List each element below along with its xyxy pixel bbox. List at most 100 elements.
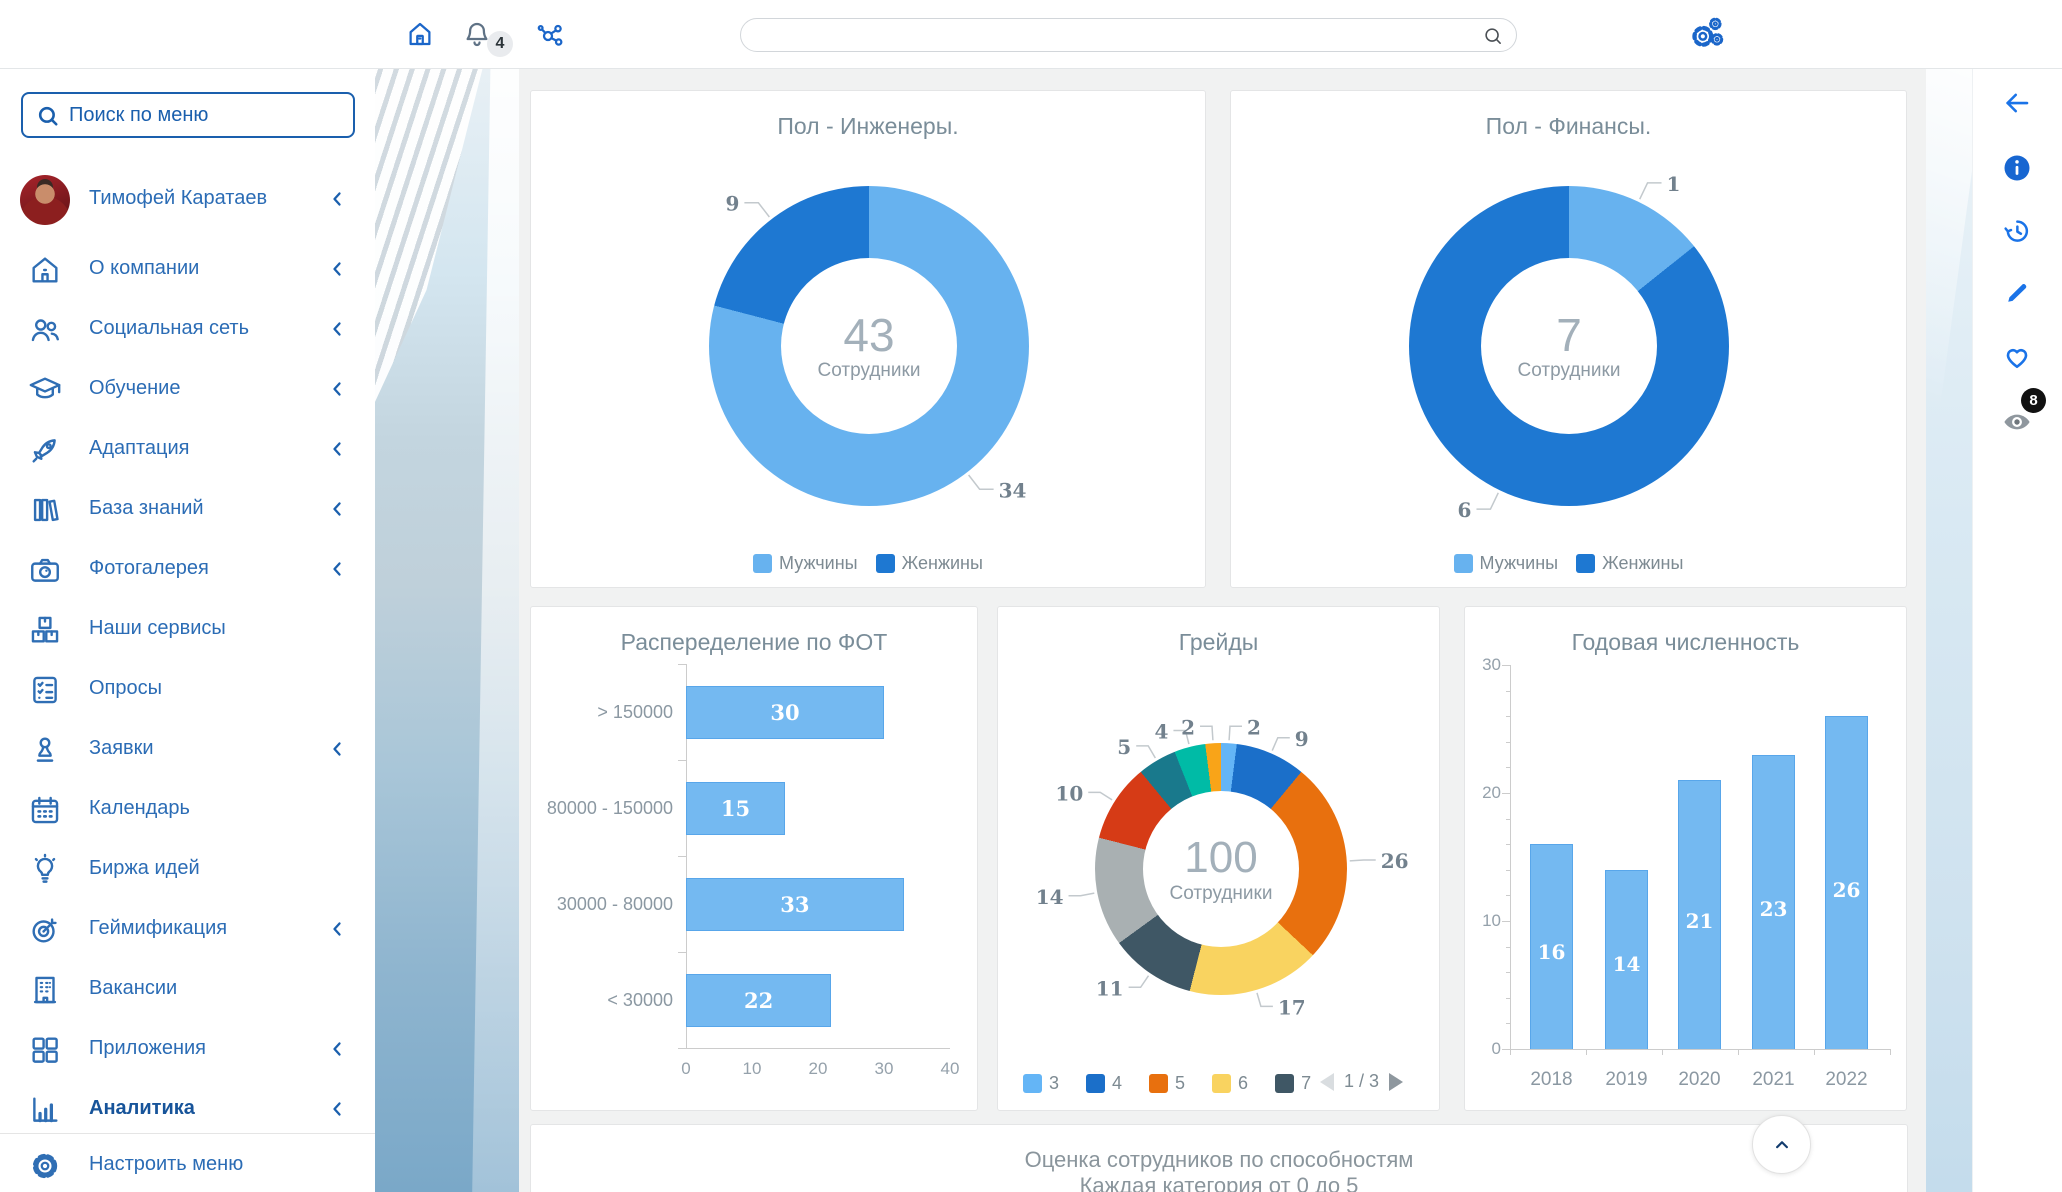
legend-item[interactable]: 7: [1275, 1073, 1311, 1094]
legend-item[interactable]: Женжины: [875, 553, 983, 574]
sidebar-item-books[interactable]: База знаний: [0, 480, 375, 540]
donut-center-value: 7: [1556, 309, 1582, 361]
sidebar-item-social[interactable]: Социальная сеть: [0, 300, 375, 360]
sidebar-item-label: Социальная сеть: [89, 317, 249, 339]
building-icon: [28, 973, 62, 1007]
search-icon: [35, 103, 61, 134]
sidebar-item-label: Аналитика: [89, 1097, 195, 1119]
edit-pencil-icon[interactable]: [1997, 273, 2037, 313]
sidebar-item-analytics[interactable]: Аналитика: [0, 1080, 375, 1140]
back-arrow-icon[interactable]: [1997, 83, 2037, 123]
donut-chart[interactable]: [709, 186, 1029, 506]
sidebar-item-calendar[interactable]: Календарь: [0, 780, 375, 840]
sidebar-item-rocket[interactable]: Адаптация: [0, 420, 375, 480]
legend-label: Женжины: [1602, 553, 1684, 573]
org-structure-icon[interactable]: [534, 20, 566, 52]
chart-card-abilities: Оценка сотрудников по способностям Кажда…: [530, 1124, 1908, 1192]
legend-prev-icon[interactable]: [1319, 1072, 1334, 1091]
sidebar-item-label: База знаний: [89, 497, 204, 519]
sidebar-item-camera[interactable]: Фотогалерея: [0, 540, 375, 600]
info-icon[interactable]: [1997, 148, 2037, 188]
sidebar-item-label: Опросы: [89, 677, 163, 699]
sidebar-item-boxes[interactable]: Наши сервисы: [0, 600, 375, 660]
x-axis-tick-label: 0: [681, 1059, 691, 1078]
sidebar-item-requests[interactable]: Заявки: [0, 720, 375, 780]
sidebar-item-label: О компании: [89, 257, 200, 279]
history-icon[interactable]: [1997, 211, 2037, 251]
bar-2021[interactable]: 23: [1752, 754, 1795, 1049]
bar-< 30000[interactable]: 22: [686, 974, 832, 1027]
legend-item[interactable]: Мужчины: [753, 553, 858, 574]
donut-chart[interactable]: [1409, 186, 1729, 506]
legend-item[interactable]: Мужчины: [1453, 553, 1558, 574]
bar-2022[interactable]: 26: [1825, 716, 1868, 1049]
menu-search: [21, 92, 355, 138]
legend-item[interactable]: 6: [1212, 1073, 1248, 1094]
bar-value-label: 30: [770, 700, 800, 725]
donut-segment-label: 5: [1117, 735, 1131, 759]
chevron-left-icon: [325, 497, 349, 521]
sidebar-divider: [0, 1133, 375, 1134]
donut-segment-label: 2: [1247, 715, 1261, 739]
sidebar-item-configure-menu[interactable]: Настроить меню: [0, 1140, 375, 1192]
bar-value-label: 26: [1832, 878, 1861, 903]
global-search-input[interactable]: [759, 19, 1459, 51]
legend-item[interactable]: 3: [1023, 1073, 1059, 1094]
boxes-icon: [28, 613, 62, 647]
notifications-bell-icon[interactable]: [462, 19, 492, 49]
chart-legend: Мужчины Женжины: [531, 553, 1205, 574]
calendar-icon: [28, 793, 62, 827]
bar-2019[interactable]: 14: [1605, 869, 1648, 1049]
sidebar-user-row[interactable]: Тимофей Каратаев: [0, 170, 375, 230]
sidebar-item-building[interactable]: Вакансии: [0, 960, 375, 1020]
donut-segment-label: 6: [1458, 498, 1472, 522]
vbar-plot: 16 2018 14 2019 21 2020 23 2021 26 2022 0 10 20 30: [1465, 607, 1908, 1112]
bar-value-label: 23: [1759, 896, 1788, 921]
bar-2018[interactable]: 16: [1530, 844, 1573, 1049]
category-label: < 30000: [607, 989, 673, 1010]
donut-center-label: Сотрудники: [817, 360, 921, 381]
sidebar-item-idea[interactable]: Биржа идей: [0, 840, 375, 900]
donut-hole: [1481, 258, 1657, 434]
sidebar-item-education[interactable]: Обучение: [0, 360, 375, 420]
menu-search-input[interactable]: [69, 94, 349, 136]
sidebar-item-target[interactable]: Геймификация: [0, 900, 375, 960]
legend-label: 6: [1238, 1073, 1249, 1093]
legend-label: 3: [1049, 1073, 1060, 1093]
sidebar: Тимофей Каратаев О компании Социальная се…: [0, 69, 375, 1192]
bar-80000 - 150000[interactable]: 15: [686, 782, 785, 835]
bar-30000 - 80000[interactable]: 33: [686, 878, 904, 931]
search-icon[interactable]: [1482, 25, 1504, 52]
bar-value-label: 21: [1685, 908, 1714, 933]
sidebar-item-survey[interactable]: Опросы: [0, 660, 375, 720]
idea-icon: [28, 853, 62, 887]
chart-title: Годовая численность: [1571, 629, 1800, 655]
settings-gears-icon[interactable]: [1687, 13, 1727, 53]
legend-item[interactable]: Женжины: [1576, 553, 1683, 574]
heart-icon[interactable]: [1997, 337, 2037, 377]
legend-item[interactable]: 5: [1149, 1073, 1185, 1094]
chart-legend: Мужчины Женжины: [1231, 553, 1906, 574]
sidebar-item-label: Биржа идей: [89, 857, 200, 879]
abilities-title-line2: Каждая категория от 0 до 5: [1079, 1173, 1359, 1192]
bar-> 150000[interactable]: 30: [686, 686, 884, 739]
legend-item[interactable]: 4: [1086, 1073, 1122, 1094]
bar-2020[interactable]: 21: [1678, 780, 1721, 1049]
legend-next-icon[interactable]: [1389, 1072, 1403, 1091]
legend-swatch: [875, 554, 895, 573]
donut-center-value: 100: [1184, 833, 1258, 882]
donut-chart[interactable]: [1095, 743, 1347, 995]
scroll-to-top-button[interactable]: [1752, 1115, 1811, 1174]
x-axis-tick-label: 2019: [1605, 1069, 1648, 1090]
legend-swatch: [1453, 554, 1473, 573]
chevron-left-icon: [325, 377, 349, 401]
sidebar-item-company[interactable]: О компании: [0, 240, 375, 300]
legend-swatch: [1086, 1074, 1106, 1093]
donut-center: 43 Сотрудники: [781, 258, 957, 434]
eye-views-icon[interactable]: [1997, 402, 2037, 442]
home-icon[interactable]: [405, 19, 435, 49]
sidebar-item-apps[interactable]: Приложения: [0, 1020, 375, 1080]
legend-label: 4: [1112, 1073, 1123, 1093]
